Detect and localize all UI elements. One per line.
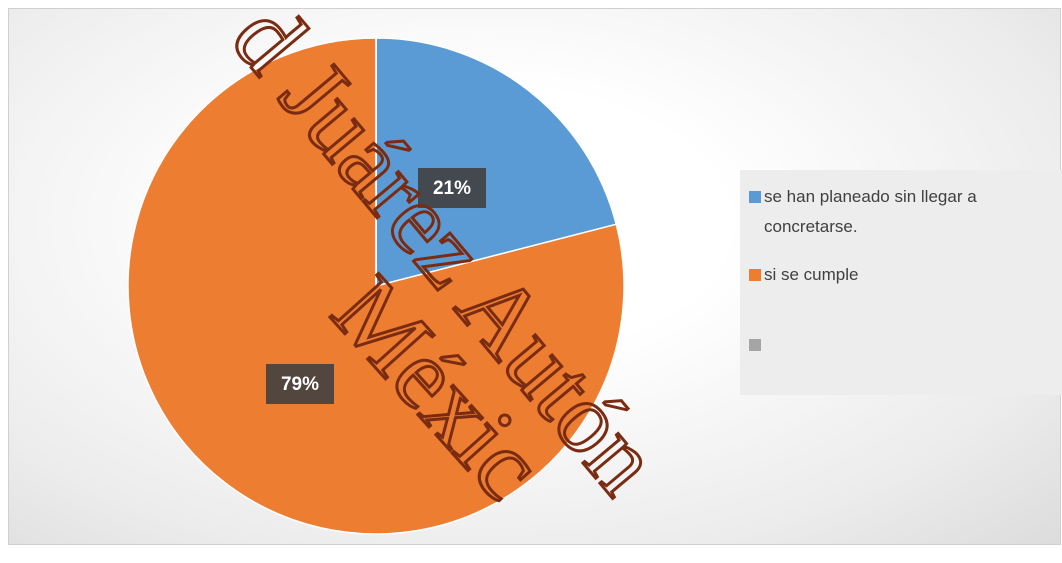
legend-swatch	[749, 191, 761, 203]
legend: se han planeado sin llegar a concretarse…	[740, 170, 1062, 395]
data-label-box	[265, 363, 334, 404]
legend-label: si se cumple	[764, 265, 859, 284]
data-label-box	[418, 168, 487, 209]
legend-entry: se han planeado sin llegar a concretarse…	[749, 182, 1059, 242]
legend-swatch	[749, 339, 761, 351]
legend-entry: si se cumple	[749, 260, 1059, 290]
data-label: 21%	[433, 178, 471, 199]
data-label: 79%	[281, 374, 319, 395]
legend-label: se han planeado sin llegar a concretarse…	[764, 187, 977, 236]
legend-swatch	[749, 269, 761, 281]
pie-slice	[127, 37, 625, 535]
pie-slice	[375, 37, 618, 287]
